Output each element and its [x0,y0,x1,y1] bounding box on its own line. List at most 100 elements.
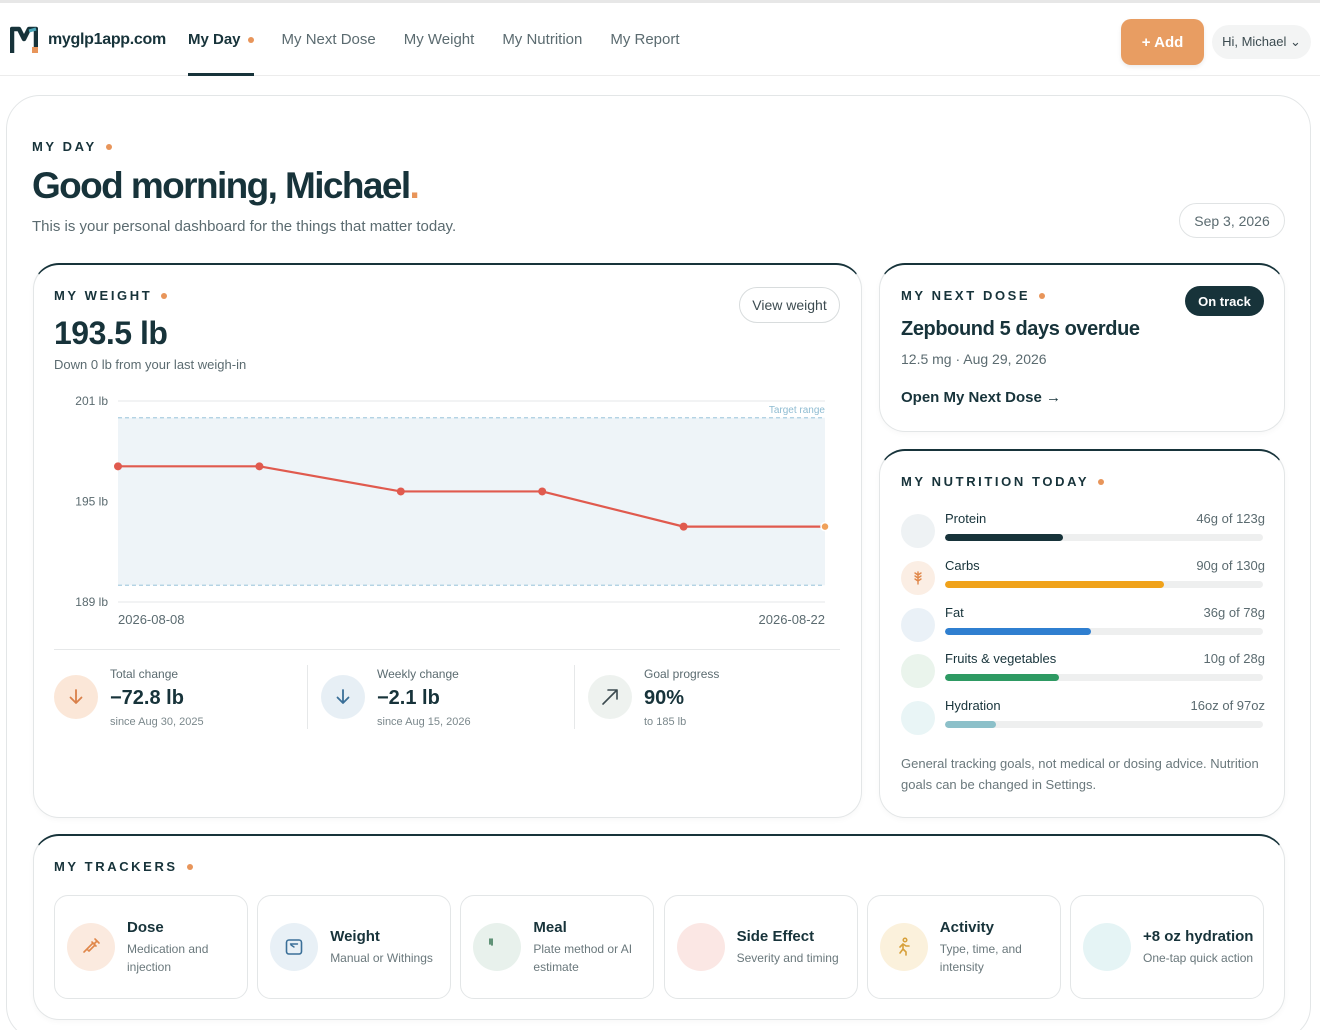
weight-card: MY WEIGHT 193.5 lb Down 0 lb from your l… [33,263,862,818]
nutrition-row: Hydration 16oz of 97oz [901,698,1265,738]
target-range-band [118,417,825,586]
weight-eyebrow: MY WEIGHT [54,288,168,303]
nutrient-progress-fill [945,580,1165,588]
tracker-subtitle: Type, time, and intensity [939,942,1022,974]
tracker-subtitle: One-tap quick action [1143,951,1254,965]
arrow-down-icon [54,675,98,719]
trackers-card: MY TRACKERS Dose Medication and injection… [33,834,1285,1020]
nutrient-amount: 36g of 78g [1203,604,1265,620]
greeting-text: Good morning, Michael [32,165,411,206]
page-eyebrow: MY DAY [32,139,112,154]
trend-up-icon [588,675,632,719]
running-icon [879,923,928,971]
stat-weekly-change: Weekly change −2.1 lb since Aug 15, 2026 [308,667,574,728]
nutrient-amount: 46g of 123g [1196,511,1265,526]
weight-data-point[interactable] [255,462,264,471]
nutrition-row: Fat 36g of 78g [901,605,1265,645]
dose-title: Zepbound 5 days overdue [901,318,1140,340]
syringe-icon [67,923,115,971]
nutrition-row: Carbs 90g of 130g [901,558,1265,598]
nutrient-progress-fill [945,674,1060,682]
tracker-subtitle: Manual or Withings [330,951,433,965]
tracker-tile-dose[interactable]: Dose Medication and injection [54,895,248,999]
tracker-title: Side Effect [736,928,815,945]
nutrient-progress-track [945,627,1263,635]
weight-chart: Target range 201 lb 195 lb 189 lb 2026-08-… [75,394,830,627]
x-tick-label: 2026-08-08 [118,612,185,627]
tracker-title: Meal [533,919,567,936]
nutrient-name: Protein [945,511,987,526]
user-menu-button[interactable]: Hi, Michael ⌄ [1212,25,1311,59]
stat-total-change: Total change −72.8 lb since Aug 30, 2025 [54,667,307,728]
nutrition-note: General tracking goals, not medical or d… [901,756,1259,792]
tracker-subtitle: Severity and timing [736,951,839,965]
weight-eyebrow-label: MY WEIGHT [54,288,153,303]
scale-icon [270,923,319,971]
apple-icon [901,654,935,689]
utensils-icon [473,923,522,971]
target-range-label: Target range [769,405,826,416]
tracker-tile-weight[interactable]: Weight Manual or Withings [257,895,452,999]
nav-label: My Report [610,31,680,48]
brand[interactable]: myglp1app.com [10,25,166,55]
nutrient-progress-track [945,674,1263,682]
logo-icon [10,26,38,53]
nav-my-next-dose[interactable]: My Next Dose [282,3,376,76]
greeting-accent: . [409,165,420,206]
weight-data-point[interactable] [820,521,830,532]
nutrient-progress-track [945,534,1263,541]
tracker-subtitle: Plate method or AI estimate [533,942,633,974]
nutrient-amount: 90g of 130g [1196,557,1265,573]
brand-name: myglp1app.com [48,31,166,48]
y-tick-label: 201 lb [75,394,108,408]
tracker-title: Activity [939,919,994,936]
nav-my-weight[interactable]: My Weight [404,3,475,76]
tracker-tile-8-oz-hydration[interactable]: +8 oz hydration One-tap quick action [1070,895,1264,999]
weight-series-line [118,465,825,528]
nutrient-name: Fruits & vegetables [945,651,1057,667]
wheat-icon [901,560,935,595]
stat-value: 90% [644,686,685,709]
weight-data-point[interactable] [538,487,547,496]
stat-value: −72.8 lb [110,686,184,709]
nav-my-day[interactable]: My Day [188,3,254,76]
stat-sub: since Aug 15, 2026 [377,715,471,728]
protein-icon [901,514,935,548]
nav-my-report[interactable]: My Report [610,3,679,76]
nutrient-amount: 10g of 28g [1203,651,1265,667]
page-subtitle: This is your personal dashboard for the … [32,218,457,235]
stat-value: −2.1 lb [377,686,440,709]
tracker-tile-activity[interactable]: Activity Type, time, and intensity [866,895,1061,999]
date-pill[interactable]: Sep 3, 2026 [1179,203,1285,238]
tracker-title: Dose [127,919,164,936]
weight-data-point[interactable] [396,487,405,496]
add-button[interactable]: + Add [1121,19,1204,65]
tracker-subtitle: Medication and injection [127,942,209,974]
view-weight-button[interactable]: View weight [739,287,840,323]
dose-eyebrow-label: MY NEXT DOSE [901,288,1031,303]
active-dot [247,36,254,43]
arrow-down-icon [321,675,365,719]
stat-sub: to 185 lb [644,715,687,728]
top-navigation-bar: myglp1app.com My Day My Next Dose My Wei… [0,0,1320,76]
droplet-icon [1083,923,1131,971]
stat-divider [574,665,575,729]
nav-my-nutrition[interactable]: My Nutrition [502,3,582,76]
weight-data-point[interactable] [114,462,122,471]
stat-sub: since Aug 30, 2025 [110,715,204,728]
tracker-title: Weight [330,928,380,945]
main-nav: My Day My Next Dose My Weight My Nutriti… [188,3,708,76]
drop-icon [901,607,935,642]
nutrient-progress-fill [945,721,996,729]
tracker-tile-meal[interactable]: Meal Plate method or AI estimate [460,895,655,999]
eyebrow-dot [1098,478,1105,485]
tracker-tile-side-effect[interactable]: Side Effect Severity and timing [663,895,858,999]
nutrition-row: Protein 46g of 123g [901,511,1265,551]
weight-data-point[interactable] [679,522,688,531]
nav-label: My Weight [403,31,475,48]
open-next-dose-link[interactable]: Open My Next Dose → [901,389,1062,406]
stat-label: Weekly change [377,666,459,681]
current-weight: 193.5 lb [54,315,168,351]
stat-divider [307,665,308,729]
y-tick-label: 189 lb [75,595,108,609]
